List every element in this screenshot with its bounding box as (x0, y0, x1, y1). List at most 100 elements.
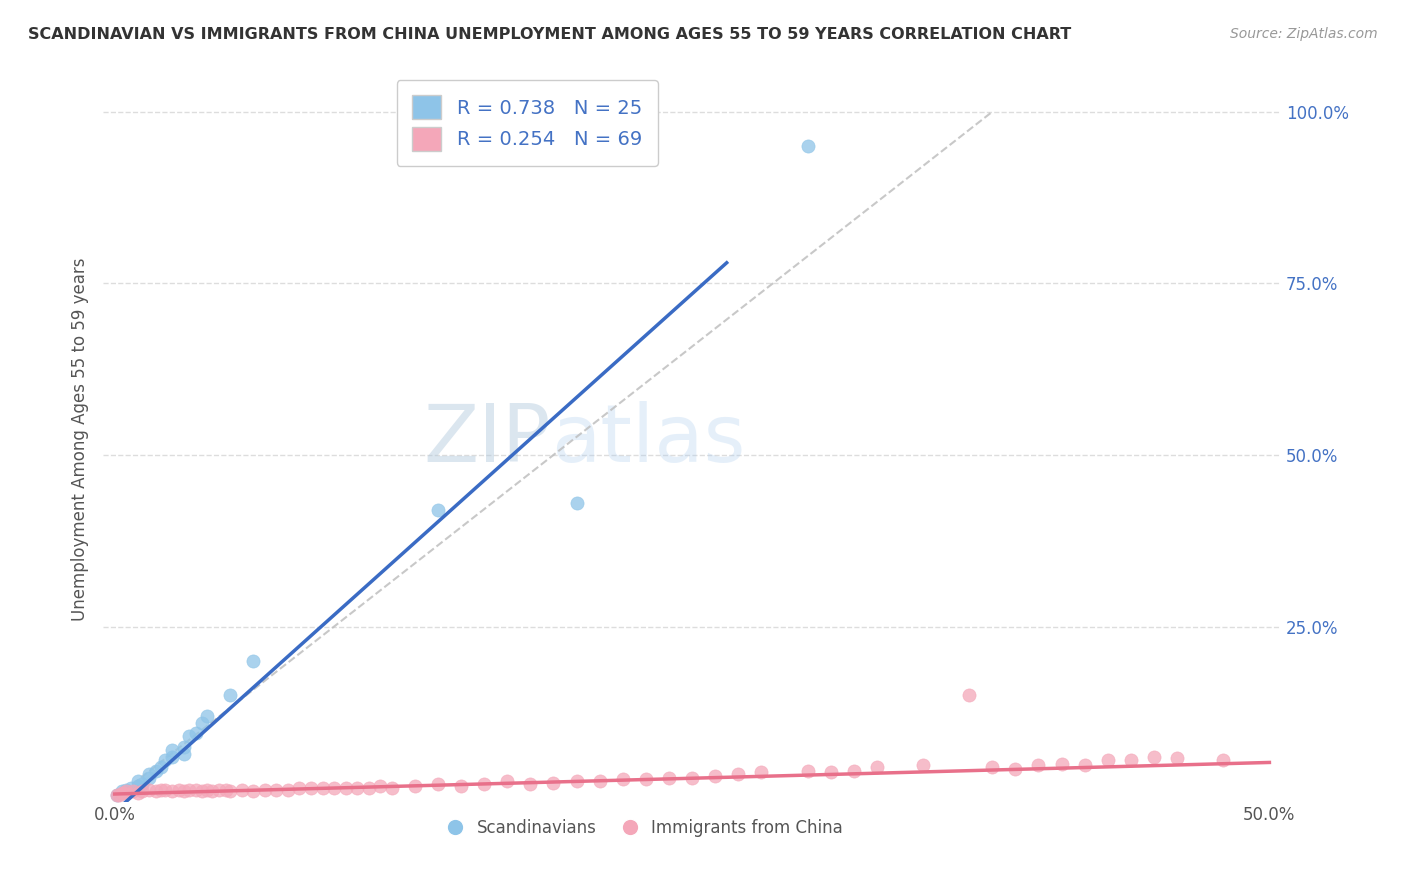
Point (381, 780, 404, 795)
Legend: Scandinavians, Immigrants from China: Scandinavians, Immigrants from China (440, 813, 849, 844)
Point (105, 788, 128, 802)
Point (335, 780, 357, 795)
Point (288, 780, 311, 795)
Point (177, 783, 200, 797)
Point (1004, 762, 1026, 776)
Point (127, 786, 149, 800)
Point (110, 786, 132, 800)
Point (231, 783, 253, 797)
Point (565, 774, 588, 789)
Point (110, 784, 132, 798)
Point (450, 779, 472, 793)
Point (131, 784, 153, 798)
Point (266, 783, 288, 797)
Point (842, 764, 865, 778)
Point (108, 788, 131, 802)
Point (866, 760, 889, 774)
Point (589, 774, 612, 789)
Point (195, 783, 218, 797)
Point (115, 784, 138, 798)
Point (981, 760, 1004, 774)
Point (149, 783, 172, 797)
Point (1212, 753, 1234, 767)
Point (207, 783, 229, 797)
Point (131, 777, 153, 791)
Point (704, 769, 727, 783)
Point (173, 747, 195, 761)
Point (427, 503, 450, 517)
Point (496, 774, 519, 789)
Point (219, 784, 242, 798)
Text: Source: ZipAtlas.com: Source: ZipAtlas.com (1230, 27, 1378, 41)
Point (127, 779, 149, 793)
Point (1028, 758, 1050, 772)
Point (346, 780, 368, 795)
Point (155, 783, 177, 797)
Point (1143, 750, 1166, 764)
Point (138, 767, 160, 781)
Point (138, 783, 160, 797)
Point (357, 780, 380, 795)
Point (149, 760, 172, 774)
Point (1050, 756, 1073, 771)
Point (177, 730, 200, 744)
Text: atlas: atlas (551, 401, 745, 478)
Point (173, 784, 195, 798)
Text: ZIP: ZIP (423, 401, 551, 478)
Point (201, 784, 224, 798)
Point (427, 777, 450, 791)
Point (612, 772, 634, 786)
Point (634, 772, 657, 786)
Point (1119, 753, 1142, 767)
Point (155, 753, 177, 767)
Point (796, 764, 818, 778)
Point (162, 743, 184, 757)
Point (681, 771, 703, 785)
Point (115, 783, 138, 797)
Point (299, 780, 322, 795)
Point (112, 786, 135, 800)
Point (191, 784, 214, 798)
Point (138, 771, 160, 785)
Point (277, 783, 299, 797)
Point (253, 783, 276, 797)
Point (242, 654, 264, 668)
Point (543, 776, 565, 790)
Point (472, 777, 495, 791)
Point (519, 777, 541, 791)
Point (368, 779, 391, 793)
Point (404, 779, 426, 793)
Point (796, 139, 818, 153)
Point (1073, 758, 1095, 772)
Point (214, 783, 236, 797)
Point (749, 765, 772, 780)
Point (727, 767, 749, 781)
Point (145, 784, 167, 798)
Point (658, 771, 681, 785)
Point (162, 784, 184, 798)
Point (323, 780, 346, 795)
Point (957, 688, 980, 702)
Point (173, 739, 195, 754)
Point (195, 708, 218, 723)
Point (219, 688, 242, 702)
Point (1097, 753, 1119, 767)
Point (311, 780, 333, 795)
Point (169, 783, 191, 797)
Point (127, 774, 149, 789)
Point (911, 758, 934, 772)
Point (120, 780, 142, 795)
Point (565, 496, 588, 510)
Point (122, 784, 145, 798)
Point (191, 715, 214, 730)
Point (184, 726, 207, 740)
Point (145, 764, 167, 778)
Y-axis label: Unemployment Among Ages 55 to 59 years: Unemployment Among Ages 55 to 59 years (72, 258, 89, 621)
Point (1166, 751, 1188, 765)
Point (184, 783, 207, 797)
Point (242, 784, 264, 798)
Point (105, 788, 128, 802)
Point (820, 765, 842, 780)
Text: SCANDINAVIAN VS IMMIGRANTS FROM CHINA UNEMPLOYMENT AMONG AGES 55 TO 59 YEARS COR: SCANDINAVIAN VS IMMIGRANTS FROM CHINA UN… (28, 27, 1071, 42)
Point (162, 750, 184, 764)
